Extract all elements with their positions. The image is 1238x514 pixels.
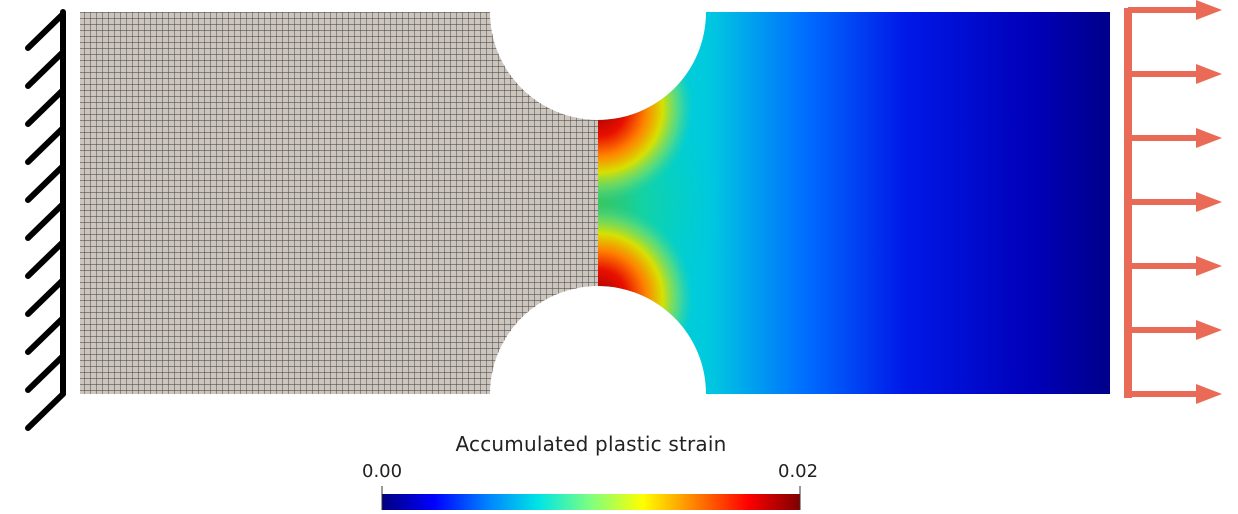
colorbar-min-label: 0.00 <box>362 461 403 482</box>
colorbar-gradient <box>382 494 800 510</box>
strain-field-region <box>598 12 1110 394</box>
load-arrows-icon <box>1124 0 1222 404</box>
mesh-region <box>80 12 598 394</box>
colorbar-title: Accumulated plastic strain <box>455 432 727 456</box>
colorbar <box>381 486 801 510</box>
fixed-support-icon <box>25 9 66 431</box>
colorbar-max-label: 0.02 <box>778 461 819 482</box>
